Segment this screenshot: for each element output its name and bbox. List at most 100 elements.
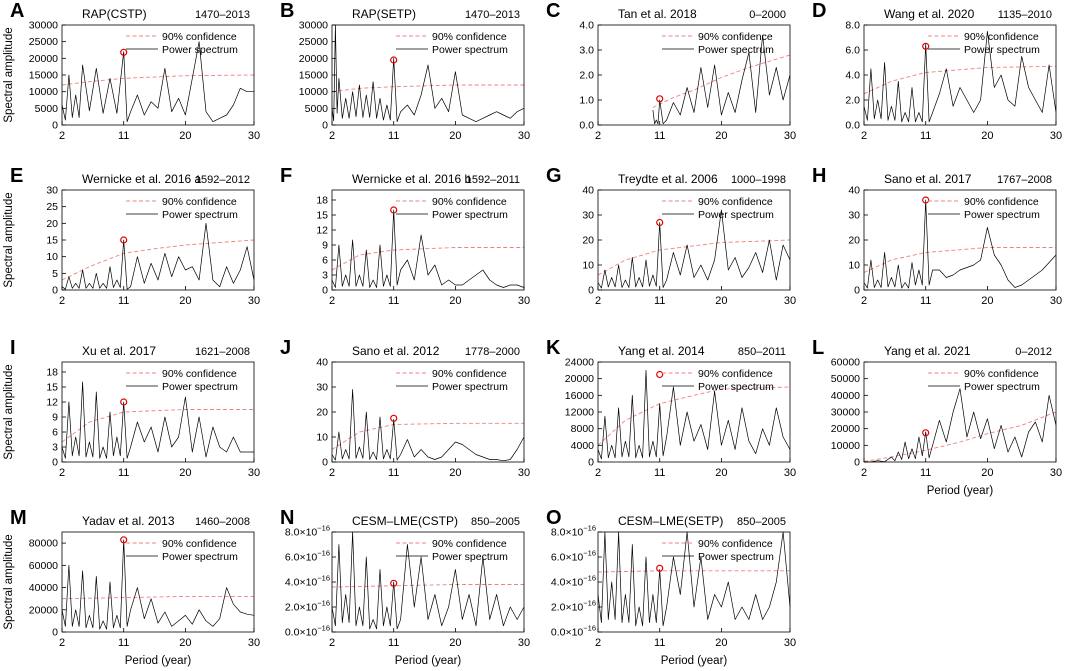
spectrum-line — [61, 41, 254, 123]
spectrum-line — [597, 209, 791, 289]
y-tick-label: 60000 — [29, 560, 58, 572]
spectrum-line — [331, 24, 525, 123]
y-tick-label: 20 — [46, 218, 58, 230]
panel-range: 1592–2011 — [466, 174, 520, 186]
legend-confidence-label: 90% confidence — [698, 368, 773, 380]
y-tick-label: 0 — [322, 120, 328, 132]
y-tick-label: 0 — [588, 285, 594, 297]
x-tick-label: 20 — [981, 467, 993, 479]
panel-letter: G — [546, 165, 562, 187]
panel-n: 0.0×10−16 2.0×10−16 4.0×10−16 6.0×10−16 8.0×… — [280, 507, 530, 667]
confidence-line — [61, 239, 255, 281]
legend-confidence-label: 90% confidence — [432, 31, 507, 43]
y-tick-label: 6 — [322, 255, 328, 267]
x-tick-label: 2 — [59, 637, 65, 649]
panel-title: Wang et al. 2020 — [884, 7, 975, 21]
y-tick-label: 2.0 — [579, 70, 594, 82]
y-tick-label: 10000 — [831, 440, 860, 452]
confidence-line — [331, 584, 524, 588]
x-tick-label: 30 — [248, 637, 260, 649]
panel-letter: A — [10, 0, 24, 22]
y-tick-label: 24000 — [565, 357, 594, 369]
x-tick-label: 11 — [388, 467, 399, 479]
x-tick-label: 11 — [118, 637, 129, 649]
x-tick-label: 20 — [715, 637, 727, 649]
panel-title: Xu et al. 2017 — [82, 344, 156, 358]
legend-confidence-label: 90% confidence — [432, 538, 507, 550]
legend-spectrum-label: Power spectrum — [432, 381, 508, 393]
y-tick-label: 12000 — [565, 407, 594, 419]
y-tick-label: 8.0×10−16 — [285, 524, 330, 539]
legend-spectrum-label: Power spectrum — [964, 44, 1040, 56]
panel-letter: N — [280, 507, 294, 529]
confidence-line — [597, 239, 791, 276]
legend-spectrum-label: Power spectrum — [162, 209, 238, 221]
x-tick-label: 30 — [518, 295, 530, 307]
panel-range: 1621–2008 — [195, 346, 250, 358]
plot-frame — [331, 189, 525, 291]
confidence-line — [61, 409, 254, 443]
legend-confidence-label: 90% confidence — [698, 538, 773, 550]
panel-title: Wernicke et al. 2016 b — [352, 172, 472, 186]
y-tick-label: 25000 — [299, 36, 328, 48]
panel-range: 1592–2012 — [195, 174, 250, 186]
y-tick-label: 4.0×10−16 — [285, 574, 330, 589]
y-tick-label: 20000 — [831, 423, 860, 435]
peak-marker — [120, 236, 128, 244]
y-tick-label: 15000 — [29, 70, 58, 82]
x-tick-label: 2 — [861, 467, 867, 479]
y-tick-label: 9 — [52, 412, 58, 424]
y-tick-label: 9 — [322, 240, 328, 252]
legend-confidence-label: 90% confidence — [162, 538, 237, 550]
y-tick-label: 4000 — [571, 440, 595, 452]
panel-i: 0 3 6 9 12 15 18 2 11 20 30 I Xu et al. 2017 1621–200… — [3, 337, 260, 479]
plot-frame — [61, 531, 255, 633]
x-tick-label: 2 — [595, 295, 601, 307]
panel-h: 0 10 20 30 40 2 11 20 30 H Sano et al. 2017 1767–20… — [812, 165, 1062, 307]
y-tick-label: 3 — [322, 270, 328, 282]
y-tick-label: 40000 — [29, 582, 58, 594]
panel-range: 1470–2013 — [465, 9, 520, 21]
y-tick-label: 4.0 — [845, 70, 860, 82]
spectrum-line — [863, 199, 1057, 289]
confidence-line — [597, 386, 791, 446]
spectrum-line — [597, 531, 791, 627]
y-tick-label: 2.0×10−16 — [285, 599, 330, 614]
confidence-line — [863, 247, 1056, 273]
plot-frame — [61, 361, 255, 463]
y-tick-label: 20000 — [29, 604, 58, 616]
legend-spectrum-label: Power spectrum — [698, 44, 774, 56]
x-tick-label: 11 — [118, 295, 129, 307]
peak-marker — [390, 579, 398, 587]
peak-marker — [120, 536, 128, 544]
y-tick-label: 10 — [316, 432, 328, 444]
peak-marker — [656, 95, 664, 103]
x-tick-label: 30 — [518, 637, 530, 649]
spectrum-line — [331, 389, 525, 462]
y-tick-label: 0 — [854, 285, 860, 297]
panel-title: Sano et al. 2012 — [352, 344, 440, 358]
panel-range: 850–2005 — [737, 516, 786, 528]
x-tick-label: 30 — [784, 467, 796, 479]
x-tick-label: 20 — [449, 130, 461, 142]
x-tick-label: 20 — [179, 637, 191, 649]
y-tick-label: 6.0×10−16 — [551, 549, 596, 564]
x-axis-label: Period (year) — [395, 655, 462, 667]
y-tick-label: 4.0 — [579, 20, 594, 32]
x-tick-label: 20 — [179, 130, 191, 142]
x-tick-label: 30 — [784, 295, 796, 307]
x-tick-label: 11 — [654, 130, 665, 142]
panel-range: 1135–2010 — [998, 9, 1052, 21]
confidence-line — [331, 422, 524, 450]
panel-letter: L — [812, 337, 824, 359]
panel-o: 0.0×10−16 2.0×10−16 4.0×10−16 6.0×10−16 8.0×… — [546, 507, 796, 667]
x-tick-label: 30 — [248, 295, 260, 307]
panel-range: 1778–2000 — [465, 346, 520, 358]
panel-letter: K — [546, 337, 561, 359]
legend-spectrum-label: Power spectrum — [964, 209, 1040, 221]
panel-l: 0 10000 20000 30000 40000 50000 60000 2 11 20 30 L Y… — [812, 337, 1062, 497]
x-tick-label: 11 — [654, 295, 665, 307]
peak-marker — [656, 564, 664, 572]
x-tick-label: 30 — [784, 130, 796, 142]
x-tick-label: 20 — [449, 637, 461, 649]
